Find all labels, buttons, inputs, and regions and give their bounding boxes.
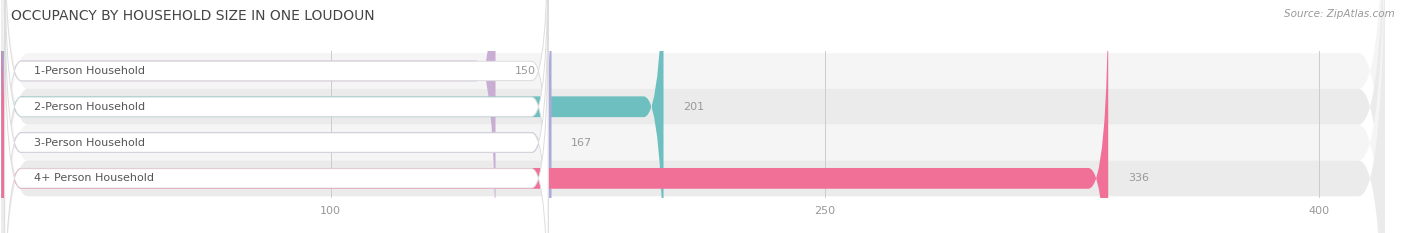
FancyBboxPatch shape [1,0,1108,233]
Text: 167: 167 [571,137,592,147]
FancyBboxPatch shape [4,0,548,233]
Text: OCCUPANCY BY HOUSEHOLD SIZE IN ONE LOUDOUN: OCCUPANCY BY HOUSEHOLD SIZE IN ONE LOUDO… [11,9,375,23]
Text: 1-Person Household: 1-Person Household [34,66,145,76]
Text: 4+ Person Household: 4+ Person Household [34,173,155,183]
Text: 3-Person Household: 3-Person Household [34,137,145,147]
FancyBboxPatch shape [4,0,548,233]
FancyBboxPatch shape [1,0,495,233]
Text: 150: 150 [515,66,536,76]
FancyBboxPatch shape [4,0,548,233]
Text: 336: 336 [1128,173,1149,183]
Text: 2-Person Household: 2-Person Household [34,102,145,112]
Text: Source: ZipAtlas.com: Source: ZipAtlas.com [1284,9,1395,19]
FancyBboxPatch shape [1,0,551,233]
FancyBboxPatch shape [4,9,548,233]
Text: 201: 201 [683,102,704,112]
FancyBboxPatch shape [1,0,664,233]
